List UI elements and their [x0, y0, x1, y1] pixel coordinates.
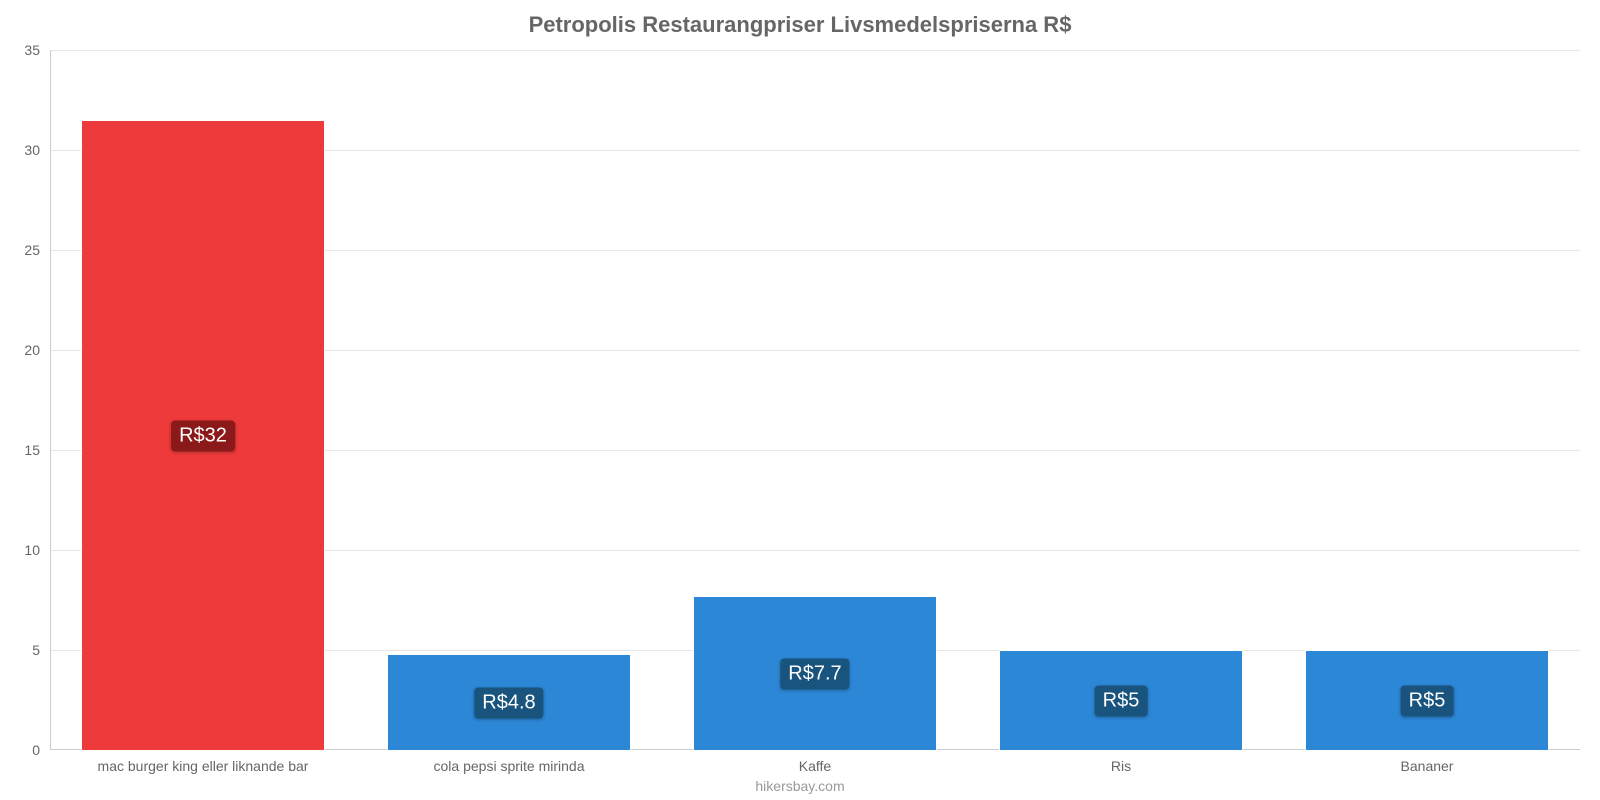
bar-group: R$32 R$4.8 R$7.7 R$5 R$5: [50, 50, 1580, 750]
x-axis-label: Bananer: [1401, 758, 1454, 774]
bar-value-label: R$5: [1095, 686, 1148, 717]
bar[interactable]: R$32: [81, 120, 326, 750]
chart-title: Petropolis Restaurangpriser Livsmedelspr…: [0, 12, 1600, 38]
bar[interactable]: R$7.7: [693, 596, 938, 750]
bar-slot: R$5: [1305, 50, 1550, 750]
x-axis-label: Ris: [1111, 758, 1131, 774]
bar[interactable]: R$5: [1305, 650, 1550, 750]
bar-value-label: R$7.7: [780, 659, 849, 690]
bar-value-label: R$5: [1401, 686, 1454, 717]
chart-container: Petropolis Restaurangpriser Livsmedelspr…: [0, 0, 1600, 800]
x-axis-label: cola pepsi sprite mirinda: [434, 758, 585, 774]
y-tick-label: 35: [24, 42, 40, 58]
y-tick-label: 10: [24, 542, 40, 558]
bar-slot: R$5: [999, 50, 1244, 750]
y-tick-label: 20: [24, 342, 40, 358]
bar[interactable]: R$5: [999, 650, 1244, 750]
bar-slot: R$32: [81, 50, 326, 750]
y-tick-label: 25: [24, 242, 40, 258]
x-axis-label: mac burger king eller liknande bar: [98, 758, 309, 774]
bar-slot: R$7.7: [693, 50, 938, 750]
bar-slot: R$4.8: [387, 50, 632, 750]
plot-area: 05101520253035 R$32R$4.8R$7.7R$5R$5 mac …: [50, 50, 1580, 750]
y-tick-label: 5: [32, 642, 40, 658]
x-axis-label: Kaffe: [799, 758, 831, 774]
bar[interactable]: R$4.8: [387, 654, 632, 750]
bar-value-label: R$32: [171, 421, 235, 452]
y-tick-label: 15: [24, 442, 40, 458]
y-tick-label: 0: [32, 742, 40, 758]
y-tick-label: 30: [24, 142, 40, 158]
bar-value-label: R$4.8: [474, 688, 543, 719]
credit-text: hikersbay.com: [0, 778, 1600, 794]
